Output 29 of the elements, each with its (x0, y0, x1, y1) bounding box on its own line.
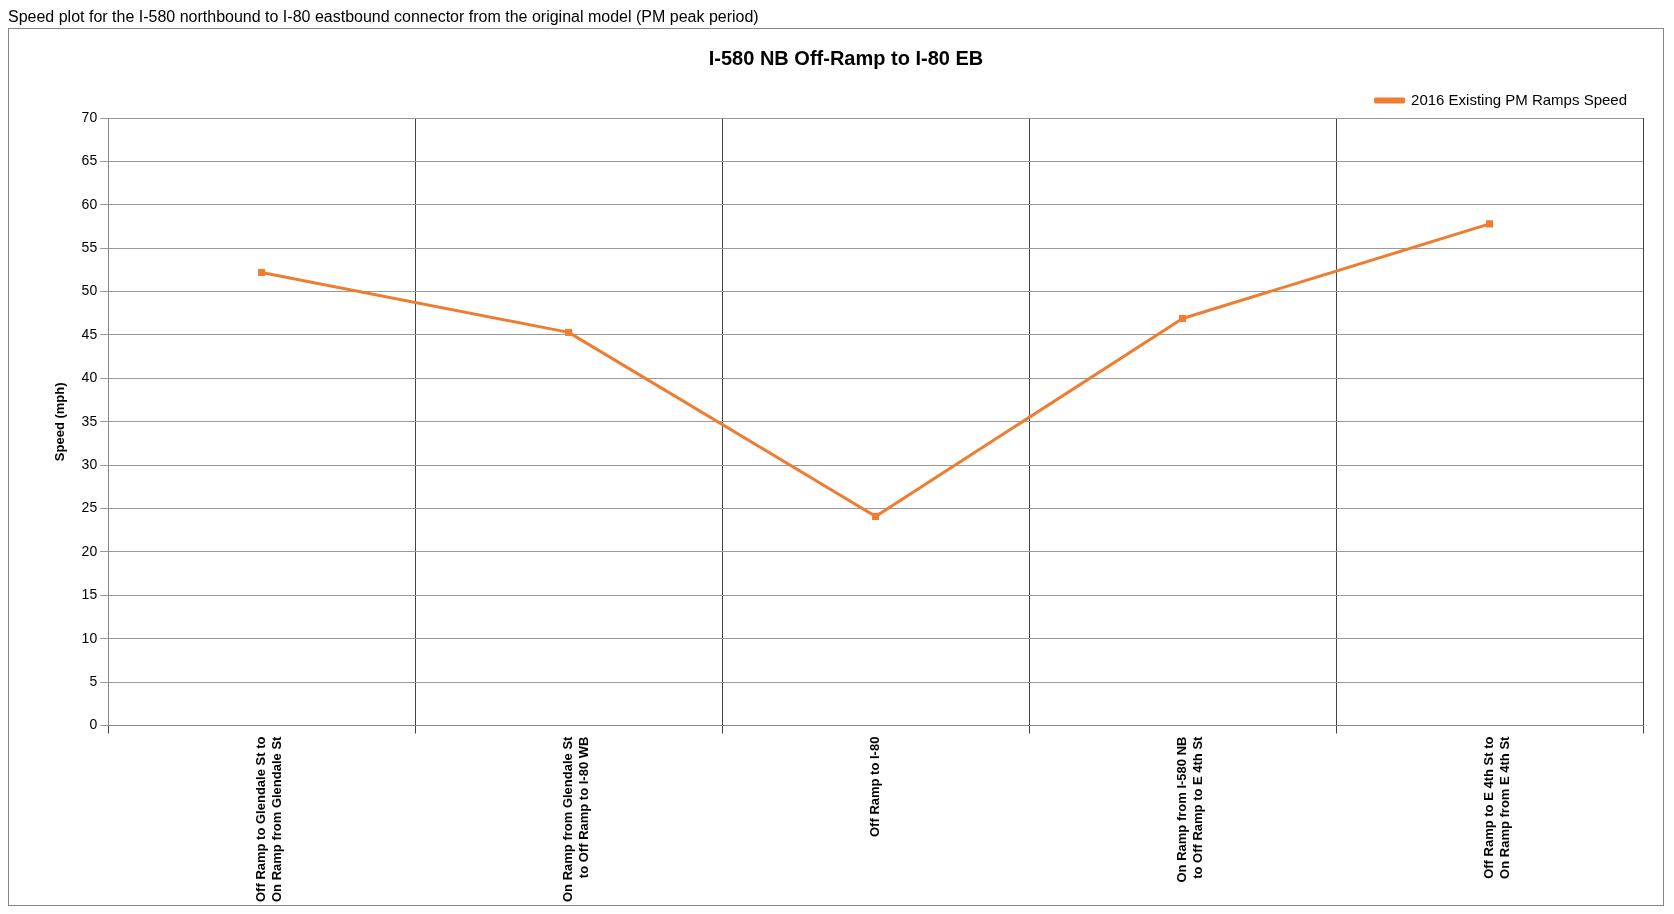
y-tick-label: 20 (81, 542, 98, 559)
y-tick-label: 0 (89, 716, 98, 733)
point (1485, 220, 1494, 228)
y-tick-label: 60 (81, 195, 98, 212)
y-tick-label: 45 (81, 325, 98, 342)
x-tick-label: Off Ramp to Glendale St to On Ramp from Glendale St (253, 735, 284, 903)
y-tick-label: 65 (81, 152, 98, 169)
y-tick-label: 5 (89, 673, 98, 690)
x-tick-label: Off Ramp to I-80 (867, 736, 883, 837)
chart-title: I-580 NB Off-Ramp to I-80 EB (708, 46, 984, 69)
point (258, 268, 266, 277)
y-tick-label: 40 (81, 369, 98, 386)
y-tick-label: 50 (81, 282, 98, 299)
y-tick-label: 35 (81, 412, 98, 429)
y-tick-label: 30 (81, 456, 98, 473)
x-tick-label: On Ramp from I-580 NB to Off Ramp to E 4th St (1174, 735, 1205, 883)
point (872, 512, 880, 520)
y-axis-title: Speed (mph) (52, 382, 68, 462)
legend-label: 2016 Existing PM Ramps Speed (1411, 90, 1628, 108)
text: Speed plot for the I-580 northbound to I-80 eastbound connector from the original model (PM peak period) (8, 8, 760, 26)
y-tick-label: 55 (81, 239, 98, 256)
y-tick-label: 70 (81, 108, 98, 125)
point (565, 328, 573, 336)
y-tick-label: 15 (81, 586, 98, 603)
y-tick-label: 10 (81, 629, 98, 646)
point (1179, 314, 1187, 323)
y-tick-label: 25 (81, 499, 98, 516)
x-tick-label: Off Ramp to E 4th St to On Ramp from E 4th St (1481, 735, 1512, 879)
x-tick-label: On Ramp from Glendale St to Off Ramp to I-80 WB (560, 735, 591, 903)
